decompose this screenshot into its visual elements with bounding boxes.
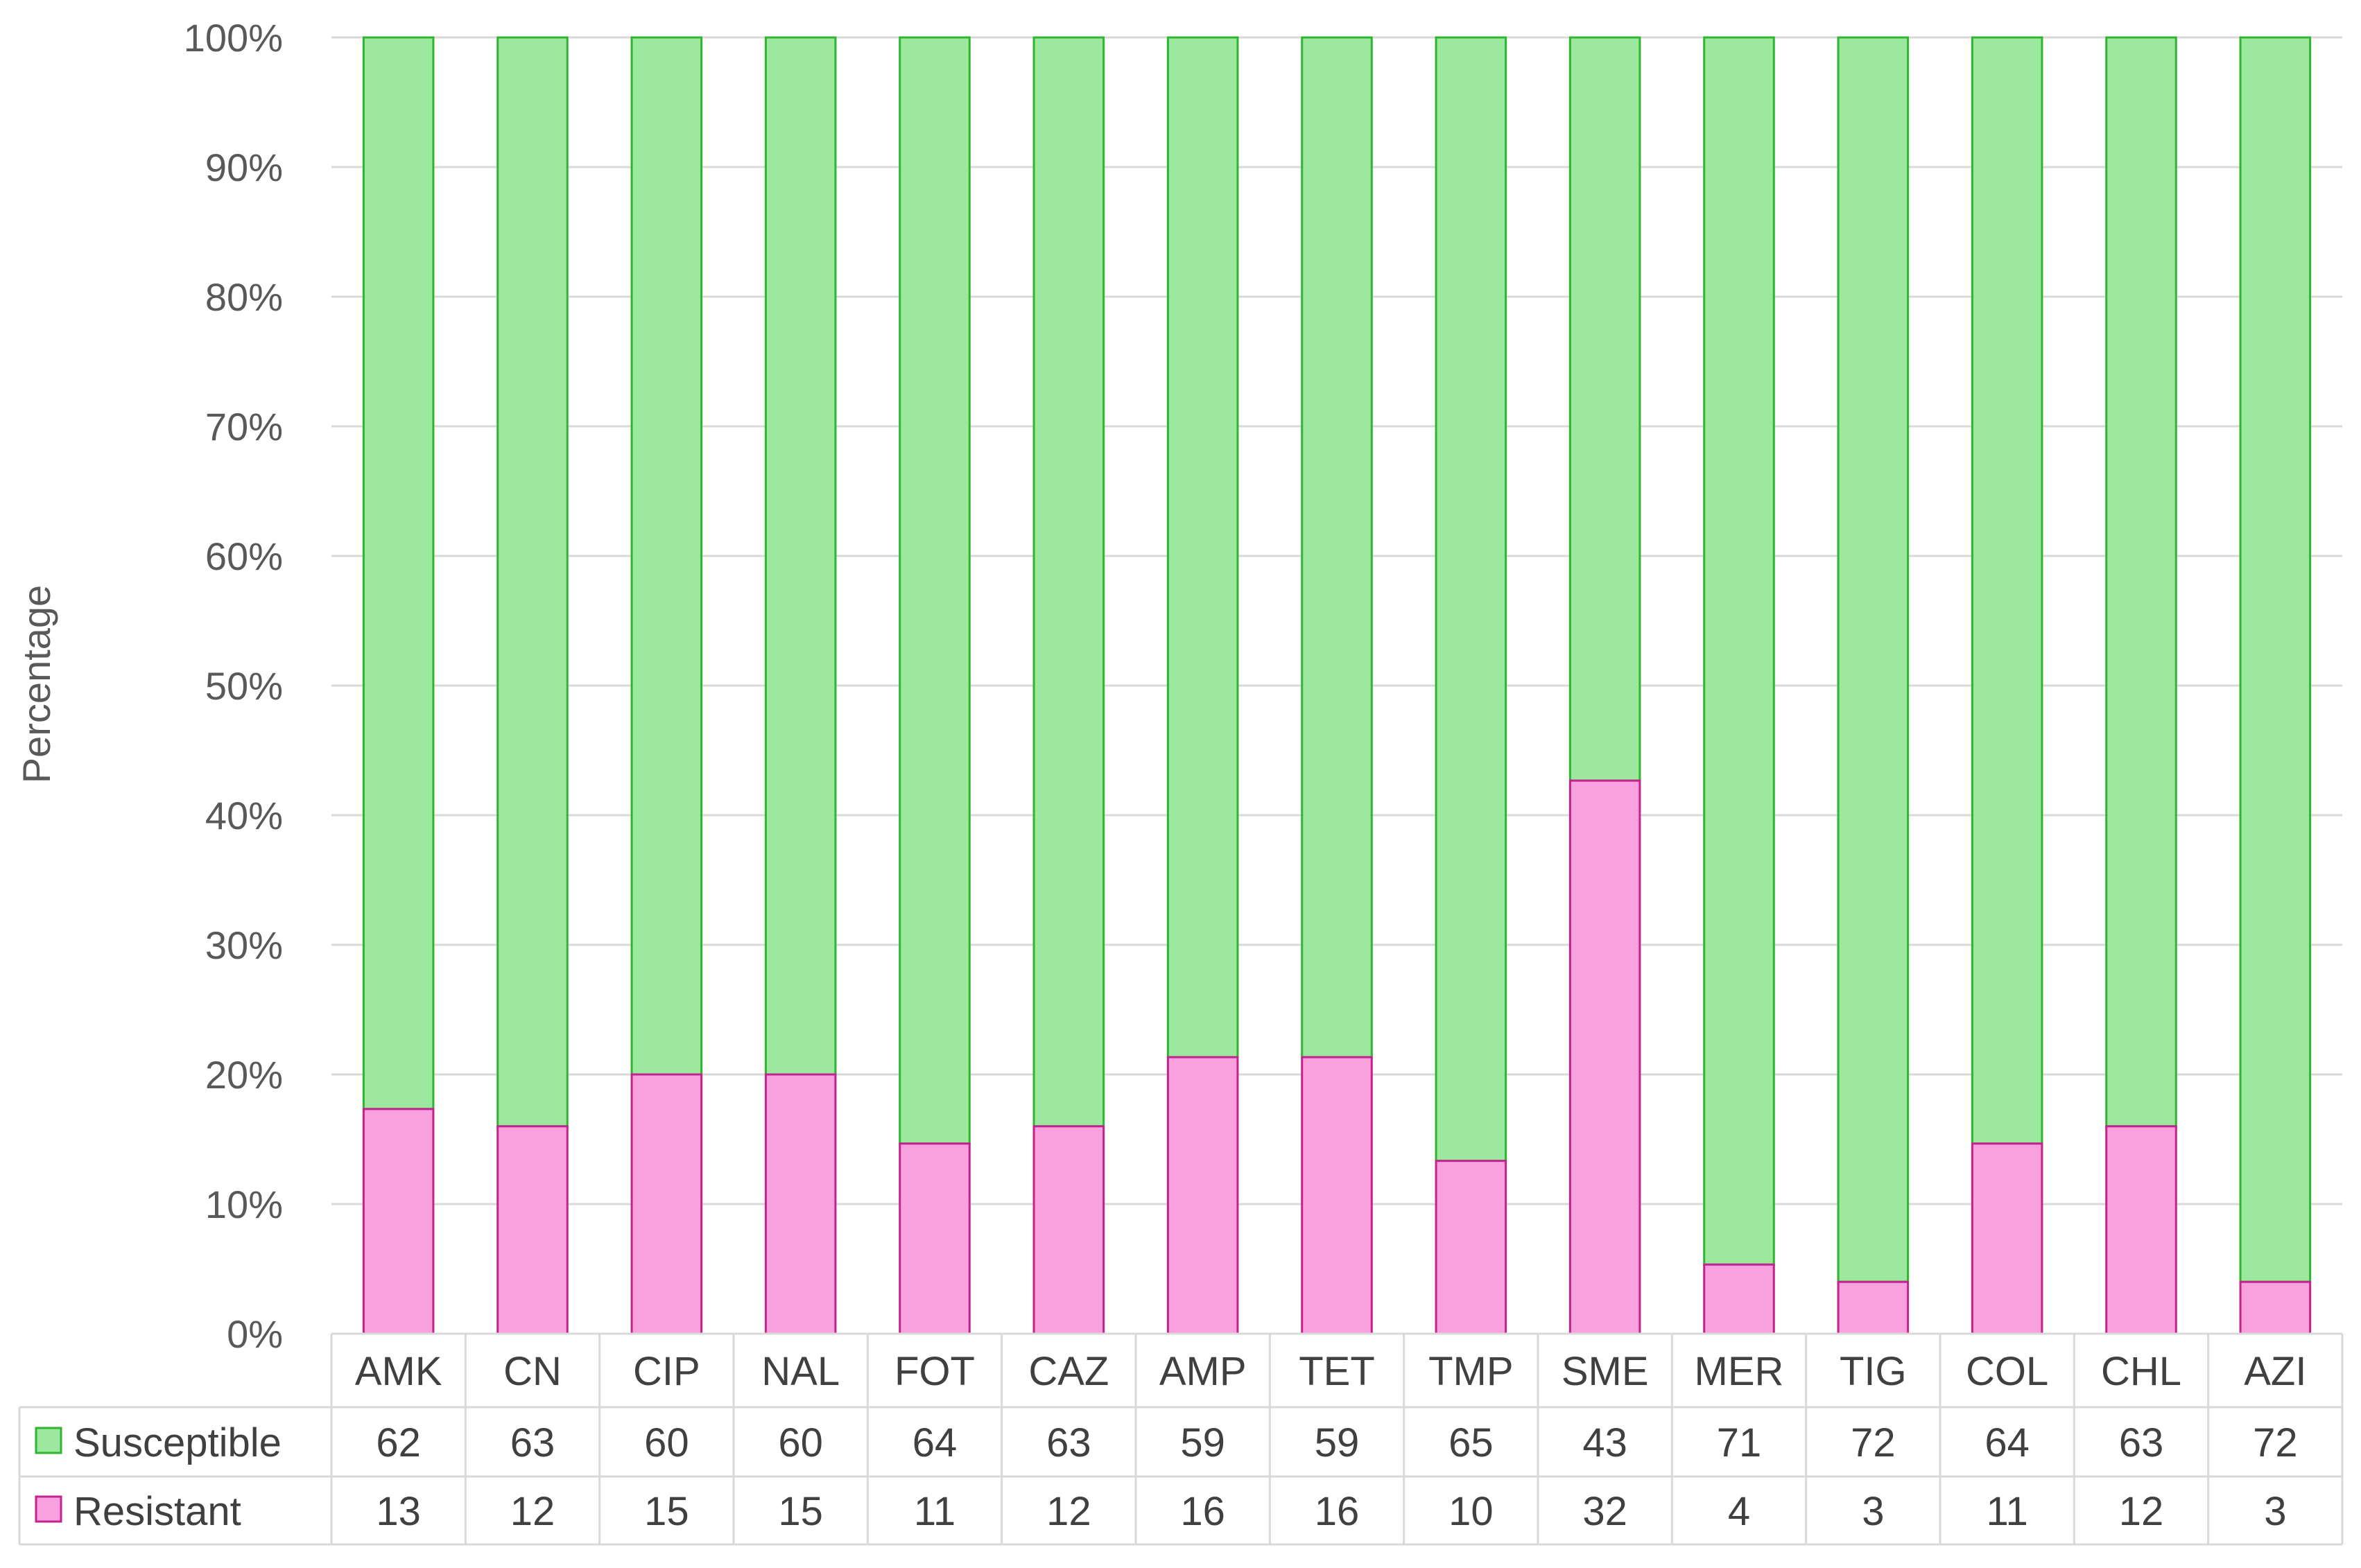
table-value: 15 bbox=[778, 1489, 823, 1534]
legend-swatch bbox=[35, 1427, 62, 1454]
legend-label: Susceptible bbox=[73, 1420, 282, 1465]
table-value: 3 bbox=[2264, 1489, 2286, 1534]
table-value: 59 bbox=[1315, 1420, 1360, 1465]
bar-resistant bbox=[362, 1108, 435, 1335]
bar-susceptible bbox=[1435, 36, 1507, 1162]
table-value: 11 bbox=[1987, 1489, 2028, 1534]
table-value: 72 bbox=[2253, 1420, 2298, 1465]
y-tick-label: 0% bbox=[227, 1312, 283, 1356]
y-tick-label: 80% bbox=[205, 275, 283, 319]
table-value: 16 bbox=[1180, 1489, 1225, 1534]
table-value: 60 bbox=[644, 1420, 689, 1465]
table-value: 60 bbox=[778, 1420, 823, 1465]
table-value: 3 bbox=[1862, 1489, 1884, 1534]
table-value: 12 bbox=[1046, 1489, 1091, 1534]
bar-resistant bbox=[1703, 1263, 1775, 1335]
y-tick-label: 100% bbox=[184, 16, 283, 60]
table-value: 64 bbox=[913, 1420, 958, 1465]
bar-susceptible bbox=[1703, 36, 1775, 1266]
bar-resistant bbox=[764, 1073, 837, 1335]
y-tick-label: 40% bbox=[205, 794, 283, 837]
y-tick-label: 50% bbox=[205, 664, 283, 708]
bar-resistant bbox=[1568, 779, 1641, 1335]
bar-susceptible bbox=[2105, 36, 2177, 1128]
y-tick-label: 60% bbox=[205, 534, 283, 578]
bar-susceptible bbox=[496, 36, 569, 1128]
bars bbox=[362, 36, 2312, 1335]
table-value: 63 bbox=[2119, 1420, 2164, 1465]
y-tick-label: 90% bbox=[205, 146, 283, 189]
x-tick-label: CHL bbox=[2101, 1349, 2181, 1394]
y-axis-label: Percentage bbox=[15, 585, 58, 783]
bar-resistant bbox=[1435, 1160, 1507, 1335]
bar-susceptible bbox=[764, 36, 837, 1076]
x-tick-label: NAL bbox=[761, 1349, 840, 1394]
x-tick-label: AMP bbox=[1159, 1349, 1247, 1394]
bar-resistant bbox=[1971, 1142, 2043, 1335]
bar-susceptible bbox=[1837, 36, 1910, 1283]
table-value: 65 bbox=[1448, 1420, 1494, 1465]
table-value: 62 bbox=[376, 1420, 421, 1465]
table-value: 13 bbox=[376, 1489, 421, 1534]
table-value: 4 bbox=[1728, 1489, 1750, 1534]
table-value: 15 bbox=[644, 1489, 689, 1534]
x-tick-label: COL bbox=[1966, 1349, 2048, 1394]
table-value: 64 bbox=[1984, 1420, 2030, 1465]
table-value: 63 bbox=[1046, 1420, 1091, 1465]
bar-susceptible bbox=[899, 36, 971, 1145]
y-axis-ticks: 0% 10% 20% 30% 40% 50% 60% 70% 80% 90% 100% bbox=[184, 16, 283, 1356]
table-value: 43 bbox=[1582, 1420, 1627, 1465]
x-tick-label: CAZ bbox=[1028, 1349, 1109, 1394]
bar-susceptible bbox=[630, 36, 703, 1076]
legend-label: Resistant bbox=[73, 1489, 241, 1534]
table-value: 10 bbox=[1448, 1489, 1494, 1534]
table-value: 59 bbox=[1180, 1420, 1225, 1465]
x-tick-label: FOT bbox=[894, 1349, 975, 1394]
bar-susceptible bbox=[362, 36, 435, 1110]
x-tick-label: MER bbox=[1695, 1349, 1784, 1394]
bar-resistant bbox=[1837, 1280, 1910, 1335]
bar-susceptible bbox=[2239, 36, 2312, 1283]
bar-susceptible bbox=[1971, 36, 2043, 1145]
bar-resistant bbox=[1166, 1056, 1239, 1335]
x-tick-label: TMP bbox=[1428, 1349, 1513, 1394]
table-value: 12 bbox=[2119, 1489, 2164, 1534]
table-value: 63 bbox=[510, 1420, 555, 1465]
bar-susceptible bbox=[1301, 36, 1373, 1059]
y-tick-label: 30% bbox=[205, 923, 283, 967]
table-value: 32 bbox=[1582, 1489, 1627, 1534]
bar-resistant bbox=[1301, 1056, 1373, 1335]
x-tick-label: TET bbox=[1299, 1349, 1375, 1394]
x-tick-label: AZI bbox=[2244, 1349, 2306, 1394]
y-tick-label: 20% bbox=[205, 1053, 283, 1097]
x-tick-label: AMK bbox=[355, 1349, 442, 1394]
table-value: 11 bbox=[914, 1489, 955, 1534]
table-value: 16 bbox=[1315, 1489, 1360, 1534]
data-table: AMK CN CIP NAL FOT CAZ AMP TET TMP SME MER TIG COL CH… bbox=[18, 1332, 2344, 1546]
x-tick-label: TIG bbox=[1840, 1349, 1907, 1394]
table-value: 72 bbox=[1851, 1420, 1896, 1465]
x-tick-label: CN bbox=[503, 1349, 562, 1394]
bar-resistant bbox=[1032, 1125, 1105, 1335]
bar-resistant bbox=[899, 1142, 971, 1335]
table-value: 12 bbox=[510, 1489, 555, 1534]
bar-resistant bbox=[630, 1073, 703, 1335]
bar-resistant bbox=[2105, 1125, 2177, 1335]
bar-susceptible bbox=[1568, 36, 1641, 782]
bar-susceptible bbox=[1032, 36, 1105, 1128]
bar-resistant bbox=[496, 1125, 569, 1335]
x-tick-label: SME bbox=[1562, 1349, 1649, 1394]
legend-swatch bbox=[35, 1495, 62, 1523]
y-tick-label: 10% bbox=[205, 1183, 283, 1226]
bar-resistant bbox=[2239, 1280, 2312, 1335]
y-tick-label: 70% bbox=[205, 405, 283, 448]
bar-susceptible bbox=[1166, 36, 1239, 1059]
x-tick-label: CIP bbox=[633, 1349, 700, 1394]
table-value: 71 bbox=[1717, 1420, 1762, 1465]
